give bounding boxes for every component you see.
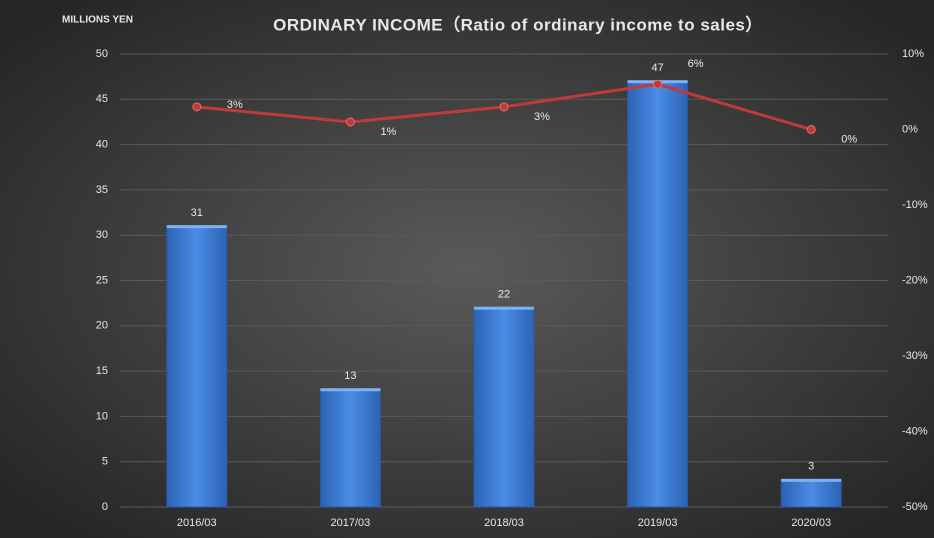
chart-title: ORDINARY INCOME（Ratio of ordinary income…	[273, 14, 763, 34]
bar-value-label: 3	[808, 461, 814, 473]
y-tick-label: 0	[102, 501, 108, 513]
y-tick-label: 50	[96, 48, 108, 60]
y2-tick-label: -10%	[902, 199, 928, 211]
bar-value-label: 13	[344, 370, 356, 382]
line-point	[192, 102, 202, 112]
y-tick-label: 25	[96, 274, 108, 286]
x-tick-label: 2016/03	[177, 517, 217, 529]
y2-tick-label: -30%	[902, 350, 928, 362]
x-tick-label: 2018/03	[484, 517, 524, 529]
bar	[780, 479, 842, 508]
y-axis-label: MILLIONS YEN	[62, 15, 133, 26]
bar-value-label: 47	[651, 62, 663, 74]
line-value-label: 3%	[534, 111, 550, 123]
bar-top	[781, 478, 842, 482]
bar	[319, 388, 381, 508]
y-tick-label: 40	[96, 139, 108, 151]
y-tick-label: 30	[96, 229, 108, 241]
y-tick-label: 5	[102, 456, 108, 468]
line-point	[499, 102, 509, 112]
x-tick-label: 2017/03	[331, 517, 371, 529]
y2-tick-label: 10%	[902, 48, 924, 60]
line-value-label: 3%	[227, 99, 243, 111]
y2-tick-label: -20%	[902, 274, 928, 286]
y2-tick-label: -50%	[902, 501, 928, 513]
bar-top	[474, 306, 534, 310]
bar-top	[320, 388, 381, 392]
line-point	[806, 125, 816, 134]
line-point	[653, 79, 663, 89]
y-tick-label: 45	[96, 93, 108, 105]
bar	[166, 225, 228, 508]
bar-value-label: 22	[498, 289, 510, 301]
y-tick-label: 15	[96, 365, 108, 377]
bar	[627, 80, 689, 508]
line-value-label: 6%	[688, 58, 704, 70]
x-tick-label: 2020/03	[791, 517, 831, 529]
y-tick-label: 20	[96, 320, 108, 332]
y2-tick-label: 0%	[902, 123, 918, 135]
bar	[473, 307, 535, 508]
y2-tick-label: -40%	[902, 425, 928, 437]
line-value-label: 0%	[841, 133, 857, 145]
line-value-label: 1%	[380, 126, 396, 138]
y-tick-label: 35	[96, 184, 108, 196]
bar-value-label: 31	[191, 207, 203, 219]
line-point	[345, 117, 355, 127]
y-tick-label: 10	[96, 410, 108, 422]
bar-top	[166, 225, 227, 229]
x-tick-label: 2019/03	[638, 517, 678, 529]
